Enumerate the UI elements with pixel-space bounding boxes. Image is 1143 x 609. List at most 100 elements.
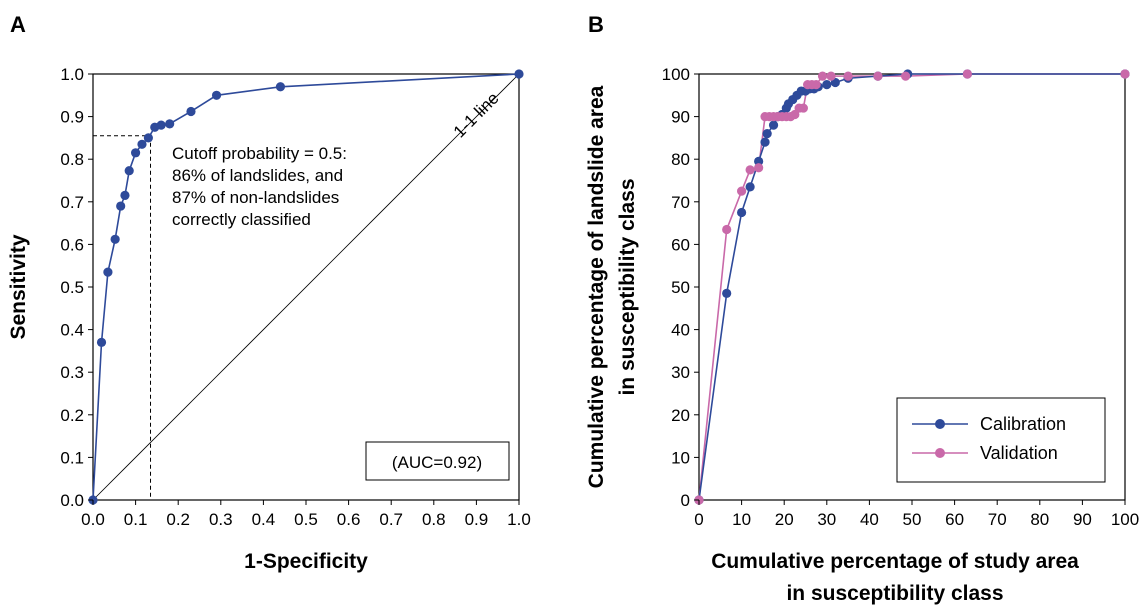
roc-point — [275, 82, 286, 92]
y-tick-label: 80 — [671, 150, 690, 169]
calibration-point — [737, 207, 747, 218]
panel-b-x-axis-title-line-1: Cumulative percentage of study area — [711, 550, 1079, 573]
roc-point — [165, 119, 175, 129]
legend-calibration-marker — [935, 419, 945, 429]
y-tick-label: 0 — [681, 491, 690, 510]
roc-point — [514, 69, 524, 79]
y-tick-label: 90 — [671, 108, 690, 127]
roc-point — [186, 106, 196, 117]
calibration-point — [762, 129, 772, 139]
legend-calibration-label: Calibration — [980, 414, 1066, 434]
x-tick-label: 0.0 — [81, 510, 105, 529]
roc-point — [96, 337, 107, 347]
y-tick-label: 50 — [671, 278, 690, 297]
y-tick-label: 0.6 — [60, 235, 84, 254]
x-tick-label: 0.2 — [166, 510, 190, 529]
x-tick-label: 0.4 — [252, 510, 276, 529]
roc-point — [116, 201, 126, 211]
panel-a-x-ticks: 0.0 0.1 0.2 0.3 0.4 0.5 0.6 0.7 0.8 0.9 1.0 — [81, 500, 531, 529]
x-tick-label: 90 — [1073, 510, 1092, 529]
legend-box — [896, 397, 1106, 483]
validation-point — [722, 224, 732, 235]
panel-b-x-ticks: 0 10 20 30 40 50 60 70 80 90 100 — [694, 500, 1139, 529]
panel-b-plot: 0 10 20 30 40 50 60 70 80 90 100 0 10 20 30 40 50 60 70 80… — [585, 65, 1139, 605]
validation-point — [737, 186, 747, 196]
y-tick-label: 1.0 — [60, 65, 84, 84]
x-tick-label: 80 — [1030, 510, 1049, 529]
roc-point — [120, 190, 130, 201]
validation-point — [843, 71, 853, 81]
legend-validation-marker — [935, 448, 945, 458]
y-tick-label: 20 — [671, 406, 690, 425]
y-tick-label: 70 — [671, 193, 690, 212]
panel-b-y-ticks: 0 10 20 30 40 50 60 70 80 90 100 — [662, 65, 699, 510]
x-tick-label: 50 — [903, 510, 922, 529]
validation-point — [811, 80, 821, 90]
panel-b-y-axis-title-line-2: in susceptibility class — [616, 178, 639, 395]
y-tick-label: 0.8 — [60, 150, 84, 169]
roc-point — [156, 120, 166, 130]
panel-a-y-ticks: 0.0 0.1 0.2 0.3 0.4 0.5 0.6 0.7 0.8 0.9 1.0 — [60, 65, 93, 510]
x-tick-label: 0.8 — [422, 510, 446, 529]
y-tick-label: 40 — [671, 321, 690, 340]
x-tick-label: 100 — [1111, 510, 1139, 529]
one-to-one-line-label: 1-1 line — [450, 89, 503, 142]
one-to-one-line — [92, 73, 520, 501]
roc-point — [131, 148, 141, 158]
calibration-point — [760, 137, 770, 147]
y-tick-label: 0.7 — [60, 193, 84, 212]
y-tick-label: 100 — [662, 65, 690, 84]
panel-b-y-axis-title-line-1: Cumulative percentage of landslide area — [585, 85, 608, 488]
x-tick-label: 0 — [694, 510, 703, 529]
cutoff-annotation-line-3: 87% of non-landslides — [172, 188, 339, 207]
validation-point — [798, 103, 808, 113]
cutoff-guide-lines — [93, 135, 152, 500]
y-tick-label: 0.2 — [60, 406, 84, 425]
x-tick-label: 1.0 — [507, 510, 531, 529]
x-tick-label: 70 — [988, 510, 1007, 529]
panel-a-letter: A — [10, 12, 26, 37]
panel-b-letter: B — [588, 12, 604, 37]
x-tick-label: 0.5 — [294, 510, 318, 529]
calibration-point — [822, 80, 832, 90]
cutoff-annotation-line-1: Cutoff probability = 0.5: — [172, 144, 347, 163]
roc-point — [110, 234, 120, 244]
calibration-point — [745, 182, 755, 192]
x-tick-label: 40 — [860, 510, 879, 529]
x-tick-label: 0.7 — [379, 510, 403, 529]
panel-a-series — [88, 69, 524, 505]
validation-point — [901, 71, 911, 81]
auc-label: (AUC=0.92) — [392, 453, 482, 472]
y-tick-label: 0.1 — [60, 448, 84, 467]
x-tick-label: 20 — [775, 510, 794, 529]
validation-point — [826, 71, 836, 81]
x-tick-label: 10 — [732, 510, 751, 529]
x-tick-label: 30 — [817, 510, 836, 529]
calibration-point — [722, 288, 732, 298]
y-tick-label: 10 — [671, 448, 690, 467]
x-tick-label: 0.3 — [209, 510, 233, 529]
panel-a-y-axis-title: Sensitivity — [7, 234, 30, 339]
validation-point — [817, 71, 828, 81]
panel-b-series — [694, 69, 1130, 505]
x-tick-label: 0.6 — [337, 510, 361, 529]
y-tick-label: 60 — [671, 235, 690, 254]
roc-point — [103, 267, 113, 277]
auc-box — [365, 441, 510, 481]
validation-point — [962, 69, 972, 79]
y-tick-label: 0.5 — [60, 278, 84, 297]
roc-point — [137, 139, 147, 149]
y-tick-label: 30 — [671, 363, 690, 382]
y-tick-label: 0.4 — [60, 321, 84, 340]
validation-point — [873, 71, 883, 81]
x-tick-label: 0.9 — [465, 510, 489, 529]
roc-point — [143, 133, 153, 143]
panel-a-x-axis-title: 1-Specificity — [244, 550, 368, 573]
cutoff-annotation-line-2: 86% of landslides, and — [172, 166, 343, 185]
calibration-point — [754, 156, 764, 166]
y-tick-label: 0.0 — [60, 491, 84, 510]
validation-point — [754, 163, 764, 173]
panel-b-x-axis-title-line-2: in susceptibility class — [786, 582, 1003, 605]
legend-validation-label: Validation — [980, 443, 1058, 463]
